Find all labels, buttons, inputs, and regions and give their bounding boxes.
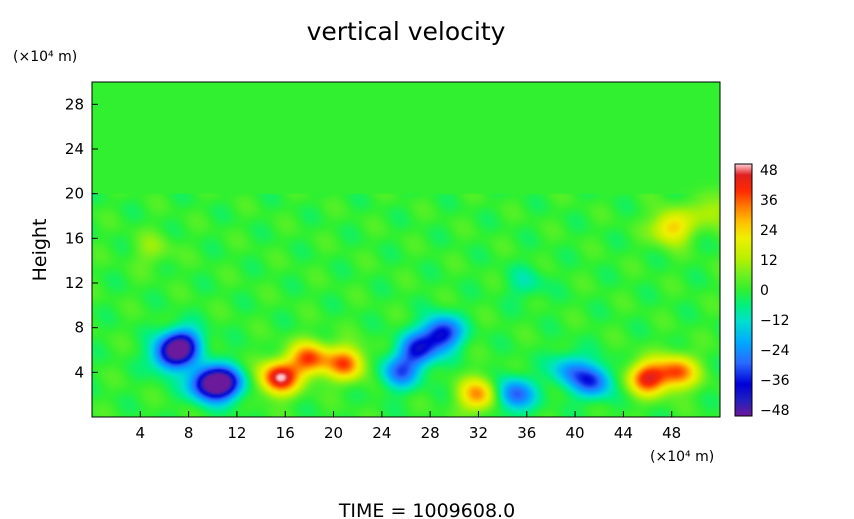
colorbar-frame (734, 163, 753, 417)
y-axis-ticks: 4 8 12 16 20 24 28 (65, 95, 98, 381)
y-tick-label-6: 28 (65, 95, 84, 113)
colorbar-tick-label-8: −48 (760, 403, 790, 419)
x-tick-label-5: 24 (372, 424, 391, 442)
x-tick-label-9: 40 (566, 424, 585, 442)
colorbar-ticks: 48 36 24 12 0 −12 −24 −36 −48 (760, 163, 790, 419)
x-unit-label: (×10⁴ m) (650, 449, 714, 465)
y-tick-label-1: 8 (74, 319, 84, 337)
colorbar-tick-label-2: 24 (760, 223, 778, 239)
y-tick-label-0: 4 (74, 363, 84, 381)
x-tick-label-0: 4 (136, 424, 146, 442)
colorbar-tick-label-3: 12 (760, 253, 778, 269)
plot-frame (91, 81, 721, 418)
colorbar-tick-label-7: −36 (760, 373, 790, 389)
colorbar-tick-label-5: −12 (760, 313, 790, 329)
y-tick-label-2: 12 (65, 274, 84, 292)
x-tick-label-3: 16 (276, 424, 295, 442)
y-tick-label-4: 20 (65, 185, 84, 203)
colorbar-tick-label-0: 48 (760, 163, 778, 179)
colorbar: 48 36 24 12 0 −12 −24 −36 −48 (734, 163, 790, 419)
x-axis-ticks: 4 8 12 16 20 24 28 32 36 40 44 48 (136, 411, 681, 442)
y-axis-label: Height (29, 219, 51, 282)
heatmap-field (92, 82, 720, 417)
colorbar-tick-label-4: 0 (760, 283, 769, 299)
chart-title: vertical velocity (307, 17, 506, 46)
x-tick-label-1: 8 (184, 424, 194, 442)
x-tick-label-11: 48 (662, 424, 681, 442)
colorbar-tick-label-1: 36 (760, 193, 778, 209)
time-footer: TIME = 1009608.0 (338, 500, 515, 519)
colorbar-tick-label-6: −24 (760, 343, 790, 359)
x-tick-label-7: 32 (469, 424, 488, 442)
y-unit-label: (×10⁴ m) (13, 49, 77, 65)
x-tick-label-8: 36 (517, 424, 536, 442)
y-tick-label-5: 24 (65, 140, 84, 158)
x-tick-label-10: 44 (614, 424, 633, 442)
x-tick-label-6: 28 (421, 424, 440, 442)
y-tick-label-3: 16 (65, 229, 84, 247)
x-tick-label-4: 20 (324, 424, 343, 442)
x-tick-label-2: 12 (227, 424, 246, 442)
